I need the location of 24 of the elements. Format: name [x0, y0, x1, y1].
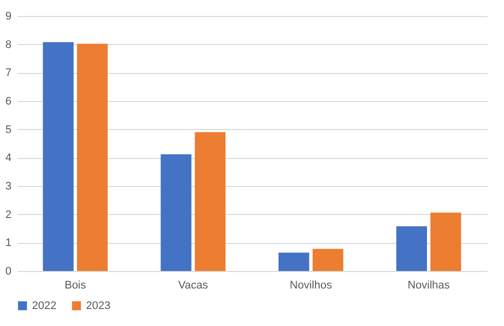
bar — [312, 248, 344, 271]
y-tick-label: 2 — [5, 208, 12, 221]
x-tick-label: Bois — [64, 280, 87, 292]
y-tick-label: 1 — [5, 237, 12, 250]
y-tick-label: 8 — [5, 38, 12, 51]
y-tick-label: 4 — [5, 152, 12, 164]
bar — [194, 132, 226, 271]
bar — [430, 212, 462, 271]
legend-label: 2022 — [32, 300, 56, 312]
y-tick-label: 6 — [5, 96, 12, 108]
legend-label: 2023 — [86, 300, 110, 312]
bar — [42, 42, 74, 271]
x-tick-label: Novilhas — [408, 280, 450, 292]
x-tick-label: Novilhos — [290, 280, 332, 292]
y-tick-label: 9 — [5, 10, 12, 22]
bar — [396, 226, 427, 271]
bar — [160, 154, 192, 271]
y-tick-label: 5 — [5, 124, 12, 136]
y-tick-label: 7 — [5, 67, 12, 80]
bar — [77, 44, 108, 271]
bar — [278, 252, 310, 271]
y-tick-label: 3 — [5, 180, 12, 192]
y-tick-label: 0 — [5, 266, 12, 278]
x-tick-label: Vacas — [178, 280, 208, 292]
